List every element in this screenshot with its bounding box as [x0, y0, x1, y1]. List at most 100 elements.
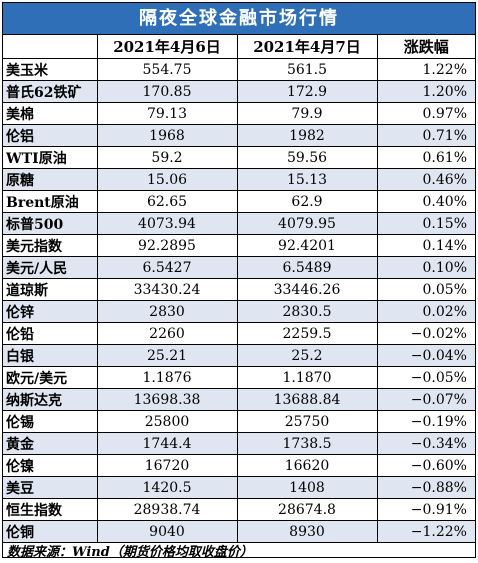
instrument-name: 黄金 — [3, 432, 98, 455]
price-day-2: 13688.84 — [236, 388, 378, 411]
table-row: 恒生指数 28938.74 28674.8 −0.91% — [3, 498, 475, 521]
change-percent: −0.04% — [376, 344, 475, 367]
instrument-name: 纳斯达克 — [3, 388, 98, 411]
price-day-2: 1982 — [236, 124, 378, 147]
table-row: 美元指数 92.2895 92.4201 0.14% — [3, 234, 475, 257]
change-percent: 0.10% — [376, 256, 475, 279]
price-day-1: 2830 — [96, 300, 238, 323]
price-day-1: 1968 — [96, 124, 238, 147]
price-day-1: 59.2 — [96, 146, 238, 169]
instrument-name: 伦铜 — [3, 520, 98, 543]
price-day-1: 9040 — [96, 520, 238, 543]
instrument-name: 白银 — [3, 344, 98, 367]
change-percent: 0.14% — [376, 234, 475, 257]
table-row: 伦铜 9040 8930 −1.22% — [3, 520, 475, 543]
table-row: 标普500 4073.94 4079.95 0.15% — [3, 212, 475, 235]
table-row: 伦锌 2830 2830.5 0.02% — [3, 300, 475, 323]
instrument-name: 伦铅 — [3, 322, 98, 345]
table-row: 伦镍 16720 16620 −0.60% — [3, 454, 475, 477]
header-row: 2021年4月6日 2021年4月7日 涨跌幅 — [3, 35, 475, 59]
price-day-2: 59.56 — [236, 146, 378, 169]
instrument-name: 伦铝 — [3, 124, 98, 147]
table-row: 美元/人民 6.5427 6.5489 0.10% — [3, 256, 475, 279]
price-day-1: 62.65 — [96, 190, 238, 213]
price-day-2: 172.9 — [236, 80, 378, 103]
header-date-2: 2021年4月7日 — [236, 35, 378, 59]
price-day-1: 92.2895 — [96, 234, 238, 257]
change-percent: 1.20% — [376, 80, 475, 103]
header-change: 涨跌幅 — [376, 35, 475, 59]
instrument-name: 美元指数 — [3, 234, 98, 257]
instrument-name: 道琼斯 — [3, 278, 98, 301]
table-row: 欧元/美元 1.1876 1.1870 −0.05% — [3, 366, 475, 389]
price-day-1: 79.13 — [96, 102, 238, 125]
instrument-name: 伦锌 — [3, 300, 98, 323]
price-day-2: 16620 — [236, 454, 378, 477]
price-day-1: 1744.4 — [96, 432, 238, 455]
instrument-name: 美棉 — [3, 102, 98, 125]
instrument-name: 原糖 — [3, 168, 98, 191]
table-row: Brent原油 62.65 62.9 0.40% — [3, 190, 475, 213]
source-footnote: 数据来源：Wind（期货价格均取收盘价） — [7, 545, 253, 560]
table-row: 伦铝 1968 1982 0.71% — [3, 124, 475, 147]
table-row: WTI原油 59.2 59.56 0.61% — [3, 146, 475, 169]
table-title: 隔夜全球金融市场行情 — [3, 3, 475, 35]
change-percent: −0.05% — [376, 366, 475, 389]
change-percent: 1.22% — [376, 58, 475, 81]
change-percent: −0.02% — [376, 322, 475, 345]
price-day-1: 13698.38 — [96, 388, 238, 411]
price-day-1: 554.75 — [96, 58, 238, 81]
instrument-name: 美元/人民 — [3, 256, 98, 279]
header-date-1: 2021年4月6日 — [96, 35, 238, 59]
change-percent: 0.61% — [376, 146, 475, 169]
price-day-2: 25.2 — [236, 344, 378, 367]
instrument-name: 标普500 — [3, 212, 98, 235]
change-percent: 0.05% — [376, 278, 475, 301]
price-day-2: 4079.95 — [236, 212, 378, 235]
change-percent: −1.22% — [376, 520, 475, 543]
table-row: 伦铅 2260 2259.5 −0.02% — [3, 322, 475, 345]
price-day-1: 4073.94 — [96, 212, 238, 235]
market-table: 2021年4月6日 2021年4月7日 涨跌幅 美玉米 554.75 561.5 1.… — [3, 35, 475, 543]
price-day-2: 1738.5 — [236, 432, 378, 455]
change-percent: 0.97% — [376, 102, 475, 125]
price-day-1: 16720 — [96, 454, 238, 477]
instrument-name: 普氏62铁矿 — [3, 80, 98, 103]
price-day-2: 8930 — [236, 520, 378, 543]
price-day-2: 15.13 — [236, 168, 378, 191]
price-day-2: 25750 — [236, 410, 378, 433]
price-day-1: 6.5427 — [96, 256, 238, 279]
price-day-2: 92.4201 — [236, 234, 378, 257]
price-day-1: 2260 — [96, 322, 238, 345]
change-percent: 0.40% — [376, 190, 475, 213]
change-percent: −0.19% — [376, 410, 475, 433]
table-row: 原糖 15.06 15.13 0.46% — [3, 168, 475, 191]
table-row: 美棉 79.13 79.9 0.97% — [3, 102, 475, 125]
price-day-2: 2830.5 — [236, 300, 378, 323]
price-day-2: 6.5489 — [236, 256, 378, 279]
table-row: 纳斯达克 13698.38 13688.84 −0.07% — [3, 388, 475, 411]
price-day-2: 561.5 — [236, 58, 378, 81]
instrument-name: 伦镍 — [3, 454, 98, 477]
instrument-name: WTI原油 — [3, 146, 98, 169]
price-day-2: 1408 — [236, 476, 378, 499]
change-percent: −0.34% — [376, 432, 475, 455]
change-percent: −0.60% — [376, 454, 475, 477]
price-day-1: 170.85 — [96, 80, 238, 103]
table-row: 白银 25.21 25.2 −0.04% — [3, 344, 475, 367]
change-percent: −0.91% — [376, 498, 475, 521]
table-body: 美玉米 554.75 561.5 1.22% 普氏62铁矿 170.85 172.9 1.20… — [3, 58, 475, 543]
price-day-1: 25800 — [96, 410, 238, 433]
price-day-2: 1.1870 — [236, 366, 378, 389]
instrument-name: Brent原油 — [3, 190, 98, 213]
change-percent: 0.71% — [376, 124, 475, 147]
table-row: 道琼斯 33430.24 33446.26 0.05% — [3, 278, 475, 301]
change-percent: 0.02% — [376, 300, 475, 323]
change-percent: −0.07% — [376, 388, 475, 411]
price-day-1: 1.1876 — [96, 366, 238, 389]
price-day-2: 2259.5 — [236, 322, 378, 345]
price-day-1: 1420.5 — [96, 476, 238, 499]
instrument-name: 伦锡 — [3, 410, 98, 433]
instrument-name: 欧元/美元 — [3, 366, 98, 389]
price-day-2: 28674.8 — [236, 498, 378, 521]
